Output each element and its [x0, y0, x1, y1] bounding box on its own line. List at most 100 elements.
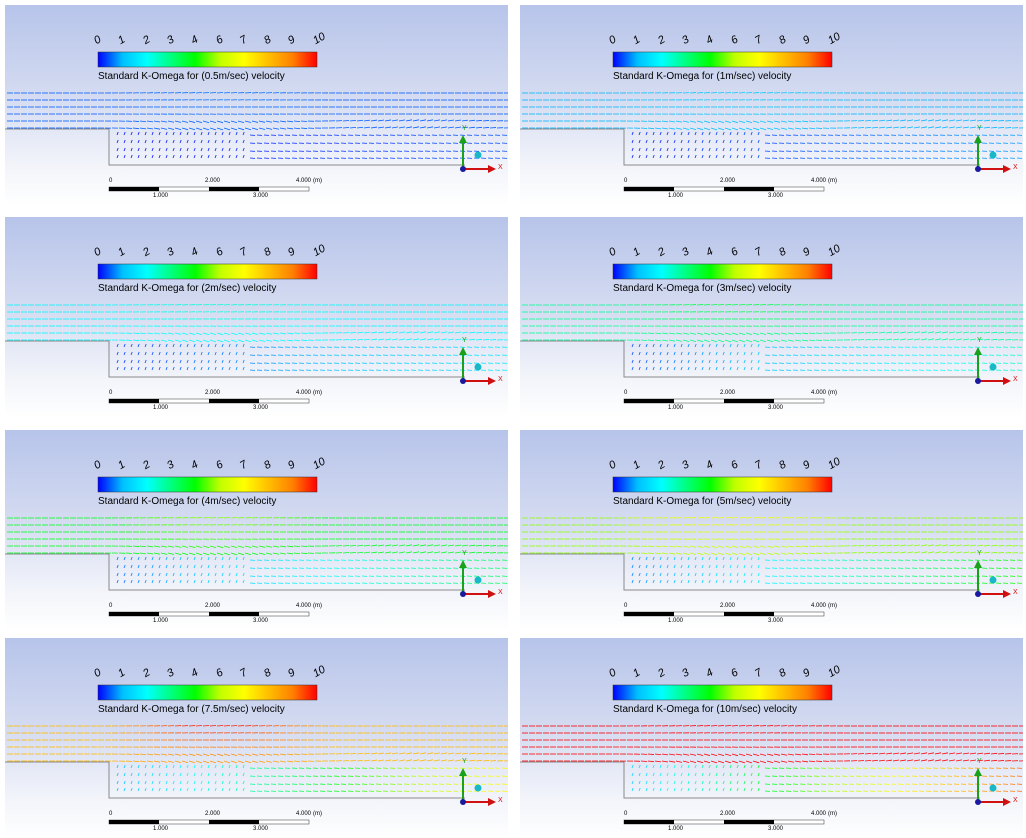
- vector-arrow: [243, 360, 244, 363]
- vector-arrow: [683, 340, 689, 341]
- vector-arrow: [210, 546, 216, 548]
- vector-arrow: [660, 580, 661, 583]
- vector-arrow: [704, 333, 710, 335]
- vector-arrow: [716, 344, 717, 347]
- vector-arrow: [154, 128, 160, 129]
- vector-arrow: [159, 367, 160, 370]
- vector-arrow: [746, 121, 752, 123]
- vector-arrow: [448, 545, 454, 546]
- step-geometry: [5, 762, 465, 798]
- triad-y-label: Y: [977, 125, 982, 132]
- triad-y-label: Y: [977, 337, 982, 344]
- vector-arrow: [166, 352, 167, 355]
- vector-arrow: [236, 367, 237, 370]
- vector-arrow: [357, 332, 363, 333]
- vector-arrow: [173, 155, 174, 158]
- vector-arrow: [399, 545, 405, 546]
- vector-arrow: [681, 352, 682, 355]
- vector-arrow: [970, 552, 976, 553]
- vector-arrow: [816, 553, 822, 554]
- vector-arrow: [208, 557, 209, 560]
- vector-arrow: [187, 557, 188, 560]
- scale-label: 2.000: [720, 178, 735, 184]
- vector-arrow: [194, 773, 195, 776]
- vector-arrow: [131, 367, 132, 370]
- scale-label: 3.000: [253, 826, 268, 832]
- vector-arrow: [406, 552, 412, 553]
- vector-arrow: [704, 546, 710, 548]
- vector-arrow: [723, 573, 724, 576]
- vector-arrow: [215, 140, 216, 143]
- vector-arrow: [236, 580, 237, 583]
- vector-arrow: [632, 580, 633, 583]
- colorbar: [98, 477, 317, 492]
- vector-arrow: [646, 155, 647, 158]
- scale-unit: (m): [313, 811, 322, 817]
- vector-arrow: [688, 352, 689, 355]
- vector-arrow: [660, 352, 661, 355]
- vector-arrow: [802, 333, 808, 334]
- vector-arrow: [702, 573, 703, 576]
- vector-arrow: [963, 545, 969, 546]
- vector-arrow: [709, 360, 710, 363]
- vector-arrow: [392, 545, 398, 546]
- vector-arrow: [243, 573, 244, 576]
- vector-arrow: [949, 339, 955, 340]
- vector-arrow: [131, 557, 132, 560]
- vector-arrow: [138, 557, 139, 560]
- vector-arrow: [229, 360, 230, 363]
- vector-arrow: [653, 565, 654, 568]
- vector-arrow: [222, 140, 223, 143]
- vector-arrow: [238, 553, 244, 555]
- vector-arrow: [669, 333, 675, 334]
- vector-arrow: [168, 546, 174, 547]
- vector-arrow: [753, 333, 759, 335]
- vector-arrow: [674, 580, 675, 583]
- vector-arrow: [744, 140, 745, 143]
- vector-arrow: [175, 761, 181, 763]
- vector-arrow: [662, 546, 668, 547]
- triad-x-label: X: [498, 376, 503, 383]
- vector-arrow: [662, 340, 668, 341]
- vector-arrow: [674, 155, 675, 158]
- vector-arrow: [660, 140, 661, 143]
- vector-arrow: [357, 127, 363, 128]
- vector-arrow: [732, 553, 738, 555]
- vector-arrow: [371, 753, 377, 754]
- vector-arrow: [392, 552, 398, 553]
- vector-arrow: [180, 132, 181, 135]
- vector-arrow: [224, 128, 230, 130]
- vector-arrow: [809, 553, 815, 554]
- vector-arrow: [217, 128, 223, 130]
- vector-arrow: [949, 332, 955, 333]
- vector-arrow: [357, 545, 363, 546]
- vector-arrow: [124, 580, 125, 583]
- vector-arrow: [413, 753, 419, 754]
- vector-arrow: [189, 754, 195, 756]
- vector-arrow: [208, 781, 209, 784]
- vector-arrow: [173, 367, 174, 370]
- vector-arrow: [364, 552, 370, 553]
- vector-arrow: [168, 121, 174, 122]
- vector-arrow: [196, 128, 202, 130]
- vector-arrow: [138, 132, 139, 135]
- vector-arrow: [173, 788, 174, 791]
- vector-arrow: [224, 546, 230, 548]
- vector-arrow: [984, 332, 990, 333]
- vector-arrow: [180, 781, 181, 784]
- vector-arrow: [287, 128, 293, 129]
- vector-arrow: [385, 339, 391, 340]
- vector-arrow: [420, 339, 426, 340]
- vector-arrow: [879, 120, 885, 121]
- vector-arrow: [406, 760, 412, 761]
- vector-arrow: [406, 127, 412, 128]
- vector-arrow: [229, 367, 230, 370]
- vector-arrow: [697, 546, 703, 547]
- vector-arrow: [187, 360, 188, 363]
- vector-arrow: [140, 121, 146, 122]
- vector-arrow: [716, 360, 717, 363]
- step-geometry: [520, 554, 980, 590]
- vector-arrow: [187, 140, 188, 143]
- vector-arrow: [236, 557, 237, 560]
